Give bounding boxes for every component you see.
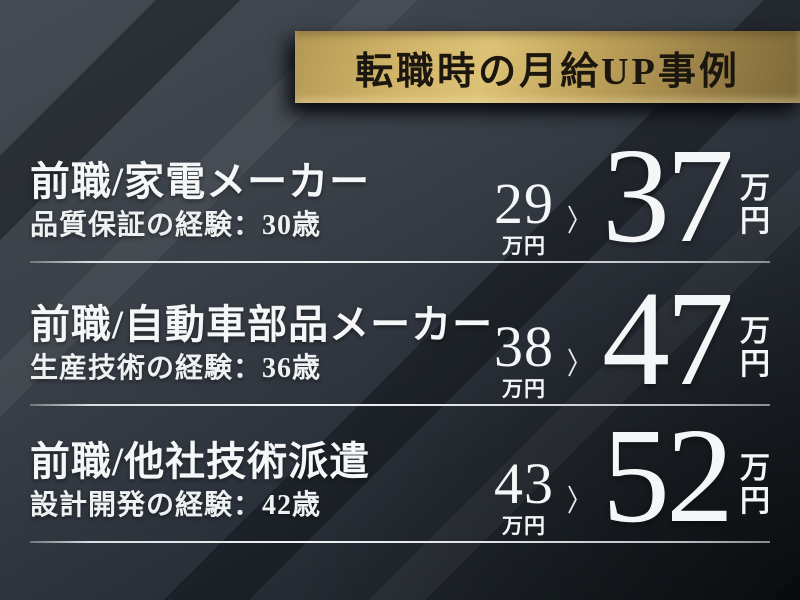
salary-after-value: 37 [602, 120, 734, 271]
salary-change: 43 万円 〉 52 万 円 [494, 408, 770, 550]
case-row: 前職/他社技術派遣 設計開発の経験：42歳 43 万円 〉 52 万 円 [30, 408, 770, 544]
salary-after-unit-top: 万 [740, 452, 770, 486]
case-row: 前職/家電メーカー 品質保証の経験：30歳 29 万円 〉 37 万 円 [30, 128, 770, 264]
salary-before-unit: 万円 [502, 233, 546, 258]
previous-job-title: 前職/他社技術派遣 [30, 439, 371, 485]
salary-before-value: 43 [494, 450, 554, 516]
arrow-right-icon: 〉 [567, 484, 591, 518]
salary-change: 29 万円 〉 37 万 円 [494, 128, 770, 270]
arrow-right-icon: 〉 [567, 204, 591, 238]
row-divider [30, 404, 770, 406]
salary-after-unit: 万 円 [740, 172, 770, 238]
case-info: 前職/他社技術派遣 設計開発の経験：42歳 [30, 441, 370, 522]
salary-before-value: 29 [494, 170, 554, 236]
salary-after-unit-bottom: 円 [740, 484, 770, 518]
row-divider [30, 541, 770, 543]
experience-age-subtitle: 品質保証の経験：30歳 [30, 210, 322, 242]
salary-before-unit: 万円 [502, 513, 546, 538]
case-info: 前職/自動車部品メーカー 生産技術の経験：36歳 [30, 304, 493, 385]
page-title: 転職時の月給UP事例 [355, 50, 740, 93]
row-divider [30, 261, 770, 263]
previous-job-title: 前職/家電メーカー [30, 159, 371, 205]
previous-job-title: 前職/自動車部品メーカー [30, 302, 494, 348]
salary-after-unit-bottom: 円 [740, 204, 770, 238]
salary-before-value: 38 [494, 313, 554, 379]
arrow-right-icon: 〉 [567, 347, 591, 381]
header-banner: 転職時の月給UP事例 [295, 31, 800, 103]
salary-before-unit: 万円 [502, 376, 546, 401]
salary-after-value: 47 [602, 263, 734, 414]
salary-change: 38 万円 〉 47 万 円 [494, 271, 770, 413]
salary-before: 38 万円 [494, 313, 554, 401]
salary-after-value: 52 [602, 400, 734, 551]
salary-after-unit: 万 円 [740, 315, 770, 381]
salary-after-unit-bottom: 円 [740, 347, 770, 381]
salary-after-unit-top: 万 [740, 172, 770, 206]
experience-age-subtitle: 生産技術の経験：36歳 [30, 353, 322, 385]
salary-after-unit: 万 円 [740, 452, 770, 518]
case-info: 前職/家電メーカー 品質保証の経験：30歳 [30, 161, 370, 242]
salary-before: 29 万円 [494, 170, 554, 258]
salary-after-unit-top: 万 [740, 315, 770, 349]
case-row: 前職/自動車部品メーカー 生産技術の経験：36歳 38 万円 〉 47 万 円 [30, 271, 770, 407]
salary-before: 43 万円 [494, 450, 554, 538]
experience-age-subtitle: 設計開発の経験：42歳 [30, 490, 322, 522]
